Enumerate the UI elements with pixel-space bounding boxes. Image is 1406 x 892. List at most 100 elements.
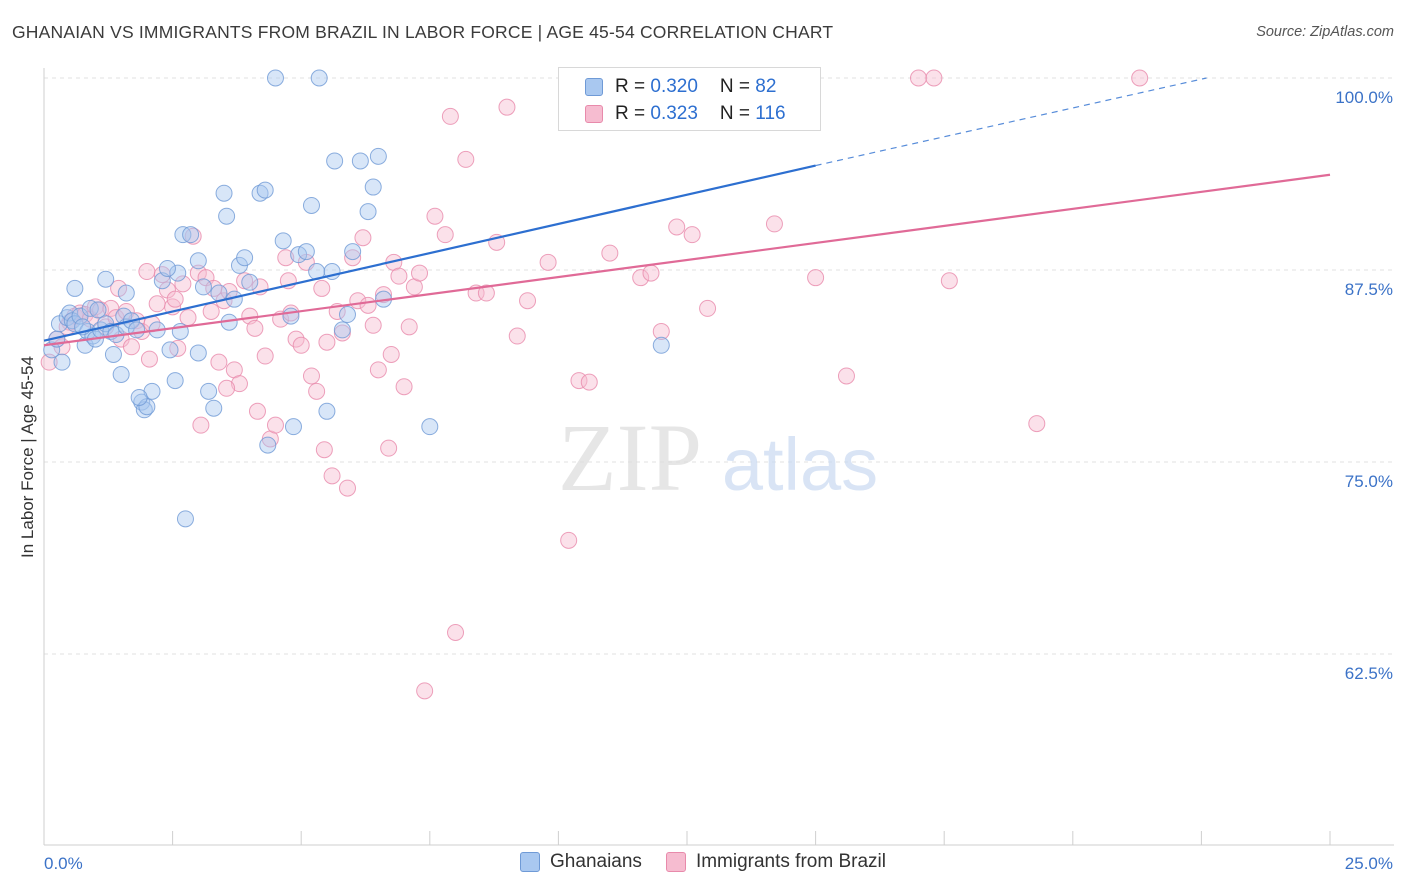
data-point [251,184,269,202]
data-point [426,207,444,225]
data-point [192,416,210,434]
data-point [310,69,328,87]
data-point [318,402,336,420]
data-point [837,367,855,385]
data-point [326,152,344,170]
watermark-atlas: atlas [722,423,878,506]
x-tick-label: 0.0% [44,854,83,873]
data-point [421,418,439,436]
data-point [382,345,400,363]
data-point [333,321,351,339]
data-point [66,279,84,297]
data-point [161,341,179,359]
tick-labels: 100.0% 87.5% 75.0% 62.5% 0.0% 25.0% [44,88,1393,873]
data-point [369,361,387,379]
legend-swatch-blue [520,852,541,872]
data-point [176,510,194,528]
data-point [200,382,218,400]
data-point [256,347,274,365]
data-point [166,290,184,308]
data-point [266,416,284,434]
data-point [205,399,223,417]
data-point [807,269,825,287]
data-point [652,336,670,354]
legend-n-label: N = [719,76,756,97]
data-point [218,379,236,397]
data-point [210,353,228,371]
legend-r-value: 0.320 [650,76,698,97]
data-point [477,284,495,302]
data-point [166,372,184,390]
y-tick-label: 62.5% [1345,664,1393,683]
data-point [338,479,356,497]
data-point [642,264,660,282]
legend-r-label: R = [615,103,651,124]
data-point [765,215,783,233]
data-point [215,184,233,202]
data-point [351,152,369,170]
x-tick-label: 25.0% [1345,854,1393,873]
data-point [683,226,701,244]
axes [43,68,1394,846]
legend-n-label: N = [719,103,756,124]
data-point [128,321,146,339]
trend-lines [43,77,1331,347]
series-legend: Ghanaians Immigrants from Brazil [0,851,1406,873]
legend-r-label: R = [615,76,651,97]
legend-item-ghanaians: Ghanaians [520,851,642,873]
data-point [519,292,537,310]
correlation-legend: R = 0.320 N = 82 R = 0.323 N = 116 [558,67,821,131]
data-point [390,267,408,285]
series-immigrants-from-brazil [40,69,1149,700]
data-point [338,306,356,324]
legend-label: Immigrants from Brazil [695,851,886,872]
data-point [308,382,326,400]
legend-label: Ghanaians [550,851,642,872]
data-point [508,327,526,345]
data-point [53,353,71,371]
data-point [652,322,670,340]
data-point [122,338,140,356]
trend-line-brazil [43,173,1331,347]
data-point [104,345,122,363]
data-point [292,336,310,354]
data-point [364,316,382,334]
data-point [189,252,207,270]
data-point [560,531,578,549]
data-point [457,150,475,168]
data-point [395,378,413,396]
data-point [354,229,372,247]
source-label: Source: ZipAtlas.com [1256,24,1394,40]
data-point [89,301,107,319]
data-point [369,147,387,165]
data-point [359,203,377,221]
data-point [138,263,156,281]
data-point [297,243,315,261]
data-point [189,344,207,362]
data-point [375,286,393,304]
data-point [112,365,130,383]
data-point [539,253,557,271]
data-point [302,367,320,385]
y-tick-label: 75.0% [1345,472,1393,491]
legend-n-value: 82 [755,76,777,97]
data-point [182,226,200,244]
data-point [699,299,717,317]
legend-swatch-pink [585,105,603,123]
legend-swatch-pink [665,852,686,872]
data-point [447,623,465,641]
data-point [266,69,284,87]
data-point [256,181,274,199]
data-point [344,243,362,261]
legend-row-brazil: R = 0.323 N = 116 [585,102,786,126]
data-point [202,302,220,320]
chart-title: GHANAIAN VS IMMIGRANTS FROM BRAZIL IN LA… [12,22,834,42]
data-point [436,226,454,244]
data-point [130,388,148,406]
data-point [498,98,516,116]
data-point [174,275,192,293]
data-point [632,269,650,287]
data-point [318,333,336,351]
data-point [909,69,927,87]
